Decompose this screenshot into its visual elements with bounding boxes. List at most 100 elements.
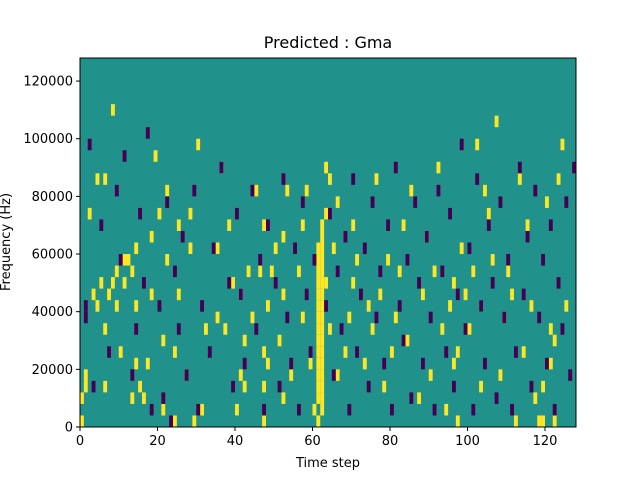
- heatmap-cell-low: [382, 357, 387, 370]
- heatmap-cell-low: [436, 184, 441, 197]
- heatmap-cell-low: [87, 138, 92, 151]
- heatmap-cell-low: [138, 207, 142, 220]
- heatmap-cell-low: [219, 161, 224, 174]
- heatmap-cell-low: [200, 300, 204, 312]
- heatmap-cell-high: [324, 207, 328, 220]
- heatmap-cell-low: [459, 138, 464, 151]
- heatmap-cell-high: [320, 323, 325, 335]
- heatmap-cell-low: [514, 346, 518, 358]
- heatmap-cell-high: [285, 184, 290, 197]
- heatmap-cell-high: [273, 242, 278, 255]
- heatmap-cell-high: [529, 300, 534, 312]
- heatmap-cell-high: [80, 415, 84, 427]
- heatmap-cell-high: [149, 230, 154, 243]
- x-axis: 0 20 40 60 80 100 120: [76, 427, 557, 449]
- heatmap-cell-high: [118, 346, 123, 358]
- heatmap-cell-low: [486, 219, 491, 231]
- heatmap-cell-high: [153, 150, 158, 162]
- heatmap-cell-high: [324, 277, 328, 289]
- heatmap-cell-low: [545, 357, 549, 370]
- heatmap-cell-low: [529, 380, 534, 393]
- heatmap-cell-low: [506, 254, 511, 266]
- heatmap-cell-low: [374, 311, 379, 324]
- heatmap-cell-low: [347, 403, 352, 416]
- heatmap-cell-high: [498, 369, 503, 381]
- heatmap-cell-high: [475, 138, 480, 151]
- heatmap-cell-high: [173, 415, 177, 427]
- heatmap-cell-low: [351, 173, 356, 185]
- heatmap-cell-high: [111, 104, 115, 116]
- y-tick-label: 120000: [23, 75, 73, 90]
- heatmap-cell-high: [564, 300, 569, 312]
- heatmap-cell-low: [169, 415, 173, 427]
- heatmap-cell-low: [471, 403, 476, 416]
- heatmap-cell-high: [556, 173, 561, 185]
- heatmap-cell-low: [413, 196, 418, 208]
- heatmap-cell-high: [142, 392, 146, 404]
- heatmap-background: [80, 58, 576, 427]
- heatmap-cell-low: [231, 380, 235, 393]
- chart-title: Predicted : Gma: [264, 33, 392, 52]
- heatmap-cell-high: [347, 311, 352, 324]
- heatmap-cell-low: [114, 184, 119, 197]
- heatmap-cell-low: [312, 254, 317, 266]
- heatmap-cell-high: [316, 288, 321, 301]
- x-tick-label: 60: [304, 434, 321, 449]
- heatmap-cell-high: [386, 254, 390, 266]
- heatmap-cell-low: [339, 323, 344, 335]
- heatmap-cell-high: [320, 311, 325, 324]
- heatmap-cell-high: [560, 138, 565, 151]
- heatmap-cell-high: [452, 277, 456, 289]
- heatmap-cell-high: [316, 242, 321, 255]
- heatmap-cell-high: [173, 346, 177, 358]
- heatmap-cell-low: [572, 161, 576, 174]
- heatmap-cell-high: [331, 242, 336, 255]
- heatmap-cell-low: [390, 403, 394, 416]
- heatmap-cell-high: [362, 357, 367, 370]
- heatmap-cell-low: [91, 380, 96, 393]
- heatmap-cell-high: [126, 254, 131, 266]
- heatmap-cell-low: [331, 369, 336, 381]
- heatmap-cell-low: [134, 323, 139, 335]
- heatmap-cell-high: [517, 173, 522, 185]
- heatmap-cell-high: [525, 219, 530, 231]
- heatmap-cell-high: [316, 277, 321, 289]
- heatmap-cell-high: [548, 323, 553, 335]
- heatmap-cell-low: [293, 242, 297, 255]
- heatmap-cell-high: [320, 254, 325, 266]
- heatmap-cell-low: [180, 230, 185, 243]
- heatmap-cell-low: [370, 196, 375, 208]
- heatmap-cell-high: [421, 288, 425, 301]
- heatmap-cell-high: [227, 219, 232, 231]
- x-tick-label: 100: [455, 434, 480, 449]
- heatmap-cell-high: [95, 173, 100, 185]
- heatmap-cell-high: [145, 357, 150, 370]
- heatmap-cell-low: [304, 288, 309, 301]
- heatmap-cell-high: [463, 288, 468, 301]
- heatmap-cell-low: [541, 254, 545, 266]
- heatmap-cell-low: [479, 300, 483, 312]
- heatmap-cell-low: [498, 196, 503, 208]
- heatmap-cell-high: [548, 357, 553, 370]
- heatmap-cell-high: [452, 357, 456, 370]
- heatmap-cell-high: [455, 415, 460, 427]
- heatmap-cell-high: [165, 184, 170, 197]
- y-axis-label: Frequency (Hz): [0, 193, 14, 291]
- heatmap-cell-low: [184, 369, 189, 381]
- heatmap-cell-low: [281, 173, 286, 185]
- heatmap-cell-low: [266, 219, 270, 231]
- heatmap-cell-high: [114, 300, 119, 312]
- heatmap-cell-low: [118, 254, 123, 266]
- heatmap-cell-high: [308, 357, 313, 370]
- heatmap-cell-high: [103, 173, 108, 185]
- heatmap-cell-low: [378, 265, 383, 278]
- heatmap-cell-low: [308, 346, 313, 358]
- heatmap-cell-low: [432, 403, 437, 416]
- heatmap-cell-high: [409, 184, 414, 197]
- heatmap-cell-high: [382, 380, 387, 393]
- y-tick-label: 40000: [32, 305, 73, 320]
- heatmap-cell-low: [525, 230, 530, 243]
- y-tick-label: 20000: [32, 363, 73, 378]
- heatmap-cell-low: [359, 288, 363, 301]
